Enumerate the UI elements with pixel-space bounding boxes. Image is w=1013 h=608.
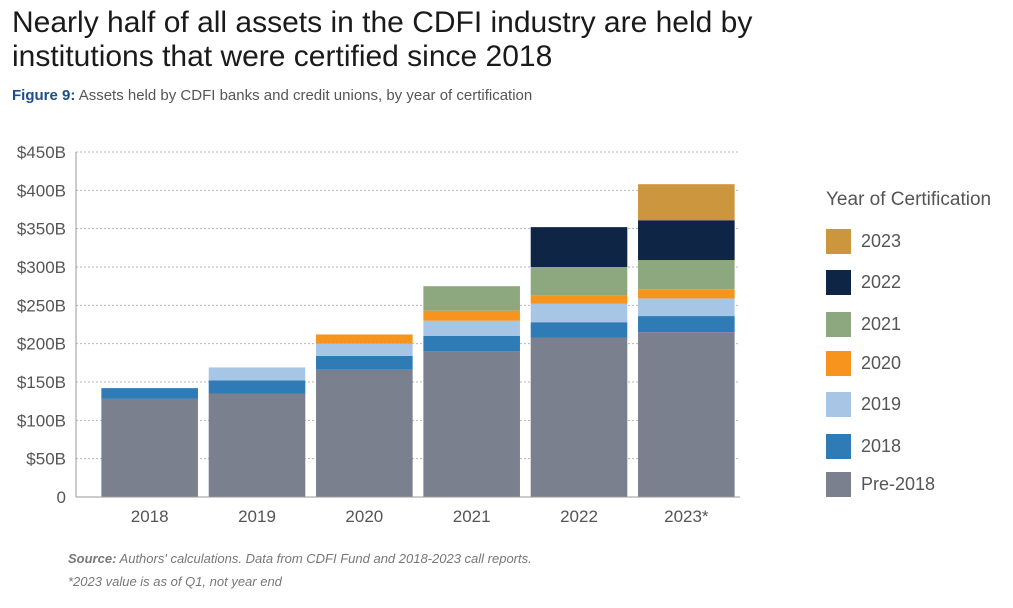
bar-segment-pre-2018 — [316, 369, 413, 497]
legend-swatch — [826, 228, 851, 254]
legend-label: 2020 — [861, 352, 902, 373]
bar-segment-pre-2018 — [638, 332, 735, 497]
bar-segment-2020 — [638, 289, 735, 299]
y-tick-label: $350B — [17, 220, 66, 239]
bar-segment-2019 — [638, 298, 735, 317]
legend-label: 2018 — [861, 435, 902, 456]
bar-segment-2022 — [530, 227, 628, 267]
figure-number: Figure 9: — [12, 87, 76, 104]
legend-title: Year of Certification — [826, 189, 992, 210]
chart-headline: Nearly half of all assets in the CDFI in… — [12, 6, 753, 73]
bar-segment-pre-2018 — [208, 393, 306, 497]
y-tick-label: $150B — [17, 373, 66, 392]
source-note: Source: Authors' calculations. Data from… — [68, 551, 532, 566]
legend-label: Pre-2018 — [861, 473, 936, 494]
bar-segment-2019 — [530, 303, 628, 323]
bar-segment-2019 — [208, 367, 306, 381]
bar-segment-2020 — [316, 334, 413, 344]
y-tick-label: $250B — [17, 296, 66, 315]
bar-segment-2022 — [638, 220, 735, 261]
footnote: *2023 value is as of Q1, not year end — [68, 574, 282, 589]
legend-swatch — [826, 433, 851, 459]
legend-item: 2023 — [826, 227, 901, 255]
bar-segment-pre-2018 — [530, 337, 628, 497]
legend-item: 2019 — [826, 390, 901, 418]
bar-segment-2021 — [530, 267, 628, 296]
y-tick-label: $100B — [17, 411, 66, 430]
legend-item: 2021 — [826, 310, 901, 338]
bar-segment-2018 — [316, 355, 413, 370]
y-tick-label: $400B — [17, 181, 66, 200]
bar-segment-2018 — [101, 388, 198, 399]
bar-segment-2018 — [530, 322, 628, 338]
x-tick-label: 2023* — [664, 507, 709, 526]
legend-label: 2022 — [861, 271, 902, 292]
legend-swatch — [826, 350, 851, 376]
bar-segment-2018 — [638, 316, 735, 333]
x-tick-label: 2021 — [453, 507, 491, 526]
legend-label: 2023 — [861, 230, 902, 251]
legend-swatch — [826, 391, 851, 417]
source-text: Authors' calculations. Data from CDFI Fu… — [119, 551, 532, 566]
axes: 0 $50B $100B $150B $200B $250B $300B $350B $400B… — [17, 143, 740, 526]
bar-segment-2020 — [530, 295, 628, 304]
x-tick-label: 2018 — [131, 507, 169, 526]
bar-segment-2021 — [638, 260, 735, 290]
legend-swatch — [826, 269, 851, 295]
legend-item: Pre-2018 — [826, 470, 935, 498]
x-tick-label: 2022 — [560, 507, 598, 526]
source-lead: Source: — [68, 551, 117, 566]
figure-caption: Assets held by CDFI banks and credit uni… — [78, 87, 533, 104]
bar-segment-2018 — [208, 380, 306, 394]
legend-swatch — [826, 311, 851, 337]
legend-label: 2019 — [861, 393, 902, 414]
x-tick-label: 2019 — [238, 507, 276, 526]
bar-stacks — [101, 184, 735, 497]
y-tick-label: $50B — [26, 450, 66, 469]
bar-segment-2021 — [423, 286, 520, 311]
bar-segment-2019 — [423, 320, 520, 336]
y-tick-label: $450B — [17, 143, 66, 162]
bar-segment-pre-2018 — [101, 398, 198, 497]
bar-segment-2019 — [316, 343, 413, 356]
legend-item: 2018 — [826, 432, 901, 460]
legend-item: 2022 — [826, 268, 901, 296]
legend-label: 2021 — [861, 313, 902, 334]
bar-segment-2018 — [423, 336, 520, 352]
y-tick-label: $300B — [17, 258, 66, 277]
y-tick-label: $200B — [17, 335, 66, 354]
bar-segment-2020 — [423, 310, 520, 321]
figure-subtitle: Figure 9: Assets held by CDFI banks and … — [12, 87, 532, 104]
bar-segment-2023 — [638, 184, 735, 221]
legend-swatch — [826, 471, 851, 497]
x-tick-label: 2020 — [345, 507, 383, 526]
legend-item: 2020 — [826, 349, 901, 377]
bar-segment-pre-2018 — [423, 351, 520, 497]
y-tick-label: 0 — [57, 488, 66, 507]
